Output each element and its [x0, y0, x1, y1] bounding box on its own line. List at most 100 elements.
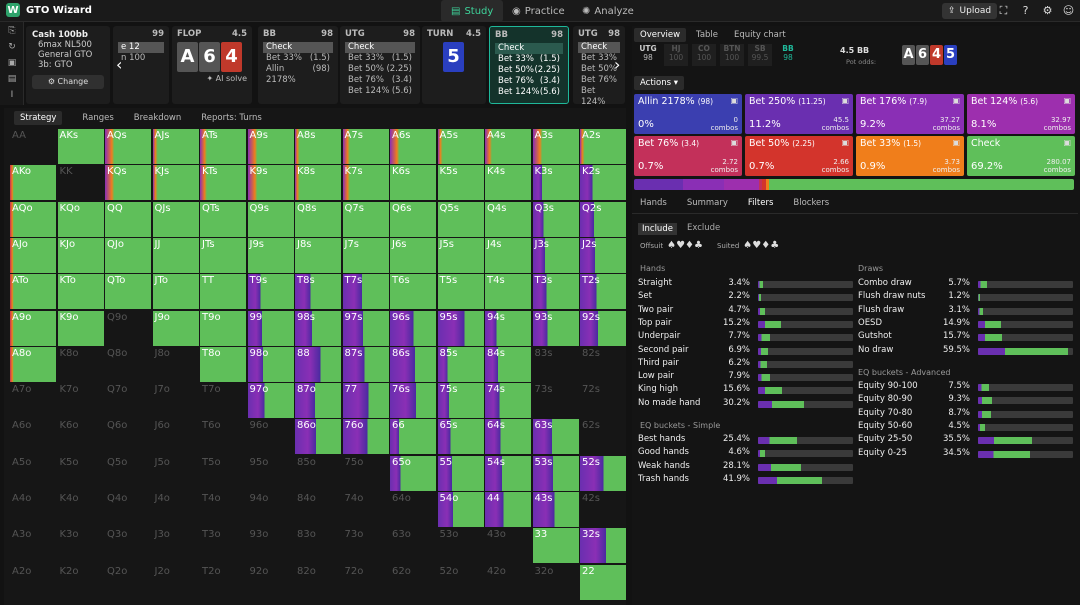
hand-cell[interactable]: K6o — [57, 419, 104, 455]
hand-cell[interactable]: 33 — [532, 528, 579, 564]
hand-cell[interactable]: 84s — [485, 346, 531, 382]
hand-cell[interactable]: ATs — [200, 129, 246, 164]
hand-cell[interactable]: Q8s — [295, 201, 341, 237]
hand-cell[interactable]: Q6o — [105, 419, 151, 455]
action-button[interactable]: Bet 250% (11.25) 11.2% 45.5 combos ▣ — [745, 94, 853, 134]
hand-cell[interactable]: T7s — [342, 274, 389, 310]
hand-cell[interactable]: KK — [57, 165, 104, 201]
hand-cell[interactable]: 98s — [295, 310, 341, 346]
tab-strategy[interactable]: Strategy — [14, 111, 63, 125]
hand-cell[interactable]: A7s — [342, 129, 389, 164]
hand-cell[interactable]: T5s — [437, 274, 484, 310]
hand-cell[interactable]: K5o — [57, 455, 104, 491]
actions-dropdown[interactable]: Actions ▾ — [634, 76, 685, 90]
info-icon[interactable]: ▣ — [841, 96, 849, 105]
hand-cell[interactable]: 62o — [390, 564, 436, 600]
hand-cell[interactable]: A2s — [580, 129, 626, 164]
hand-cell[interactable]: K3s — [532, 165, 579, 201]
hand-cell[interactable]: 63s — [532, 419, 579, 455]
filter-row[interactable]: Equity 80-90 9.3% — [858, 394, 1073, 406]
hand-cell[interactable]: T6o — [200, 419, 246, 455]
hand-cell[interactable]: 64s — [485, 419, 531, 455]
hand-cell[interactable]: AJs — [152, 129, 199, 164]
hand-cell[interactable]: 74o — [342, 492, 389, 527]
hand-cell[interactable]: 76s — [390, 383, 436, 419]
hand-cell[interactable]: AKo — [10, 165, 56, 201]
strip-action[interactable]: Bet 50% (2.25) — [345, 64, 415, 75]
strip-action[interactable]: Check — [263, 42, 333, 53]
suited-icons[interactable]: ♠♥♦♣ — [743, 240, 780, 251]
hand-cell[interactable]: A5o — [10, 455, 56, 491]
hand-cell[interactable]: 44 — [485, 492, 531, 527]
strip-action[interactable]: Bet 33% (1.5) — [345, 53, 415, 64]
hand-cell[interactable]: A3o — [10, 528, 56, 564]
hand-cell[interactable]: 65o — [390, 455, 436, 491]
hand-cell[interactable]: T8s — [295, 274, 341, 310]
filter-row[interactable]: Top pair 15.2% — [638, 318, 853, 330]
hand-cell[interactable]: A8s — [295, 129, 341, 164]
hand-cell[interactable]: AJo — [10, 237, 56, 273]
hand-cell[interactable]: A2o — [10, 564, 56, 600]
hand-cell[interactable]: Q8o — [105, 346, 151, 382]
hand-cell[interactable]: 95s — [437, 310, 484, 346]
info-icon[interactable]: ▣ — [730, 138, 738, 147]
hand-cell[interactable]: A6o — [10, 419, 56, 455]
hand-cell[interactable]: Q5s — [437, 201, 484, 237]
hand-cell[interactable]: A4s — [485, 129, 531, 164]
hand-cell[interactable]: J2s — [580, 237, 626, 273]
street-strip[interactable]: BB 98 Check Bet 33% (1.5) Allin 2178% (98) — [258, 26, 338, 104]
hand-cell[interactable]: A6s — [390, 129, 436, 164]
hand-cell[interactable]: T2o — [200, 564, 246, 600]
hand-cell[interactable]: Q2s — [580, 201, 626, 237]
hand-cell[interactable]: J4s — [485, 237, 531, 273]
hand-cell[interactable]: 97s — [342, 310, 389, 346]
hand-cell[interactable]: KJs — [152, 165, 199, 201]
tab-filters[interactable]: Filters — [747, 198, 774, 208]
hand-cell[interactable]: 85s — [437, 346, 484, 382]
hand-cell[interactable]: T4s — [485, 274, 531, 310]
hand-cell[interactable]: ATo — [10, 274, 56, 310]
strip-action[interactable]: Check — [578, 42, 620, 53]
save-as-icon[interactable]: ▤ — [7, 74, 17, 84]
exclude-button[interactable]: Exclude — [686, 223, 721, 233]
hand-cell[interactable]: A8o — [10, 346, 56, 382]
hand-cell[interactable]: 43s — [532, 492, 579, 527]
hand-cell[interactable]: K7s — [342, 165, 389, 201]
copy-icon[interactable]: ⎘ — [8, 26, 16, 36]
ai-solve-button[interactable]: ✦ AI solve — [206, 74, 247, 83]
hand-cell[interactable]: A3s — [532, 129, 579, 164]
hand-cell[interactable]: J3o — [152, 528, 199, 564]
strip-action[interactable]: Check — [345, 42, 415, 53]
hand-cell[interactable]: 64o — [390, 492, 436, 527]
hand-cell[interactable]: J7s — [342, 237, 389, 273]
filter-row[interactable]: Underpair 7.7% — [638, 331, 853, 343]
action-button[interactable]: Bet 176% (7.9) 9.2% 37.27 combos ▣ — [856, 94, 964, 134]
hand-cell[interactable]: 52o — [437, 564, 484, 600]
hand-cell[interactable]: J6o — [152, 419, 199, 455]
hand-cell[interactable]: 43o — [485, 528, 531, 564]
strip-action[interactable]: n 100 — [121, 53, 146, 63]
filter-row[interactable]: Best hands 25.4% — [638, 434, 853, 446]
hand-cell[interactable]: 83o — [295, 528, 341, 564]
info-icon[interactable]: ▣ — [730, 96, 738, 105]
nav-practice[interactable]: ◉ Practice — [502, 0, 575, 22]
hand-cell[interactable]: T4o — [200, 492, 246, 527]
info-icon[interactable]: ▣ — [841, 138, 849, 147]
hand-cell[interactable]: 92s — [580, 310, 626, 346]
tab-summary[interactable]: Summary — [686, 198, 728, 208]
screenshot-icon[interactable]: ⛶ — [999, 4, 1008, 17]
hand-cell[interactable]: 76o — [342, 419, 389, 455]
hand-cell[interactable]: Q3o — [105, 528, 151, 564]
position-item[interactable]: HJ 100 — [664, 44, 688, 66]
filter-row[interactable]: Third pair 6.2% — [638, 358, 853, 370]
tab-breakdown[interactable]: Breakdown — [133, 113, 182, 123]
hand-cell[interactable]: T7o — [200, 383, 246, 419]
hand-cell[interactable]: 87s — [342, 346, 389, 382]
hand-cell[interactable]: Q5o — [105, 455, 151, 491]
tab-blockers[interactable]: Blockers — [793, 198, 830, 208]
position-item[interactable]: UTG 98 — [636, 44, 660, 66]
action-button[interactable]: Allin 2178% (98) 0% 0 combos ▣ — [634, 94, 742, 134]
hand-cell[interactable]: QJs — [152, 201, 199, 237]
position-item[interactable]: BTN 100 — [720, 44, 744, 66]
street-strip[interactable]: TURN 4.5 5 — [422, 26, 486, 104]
